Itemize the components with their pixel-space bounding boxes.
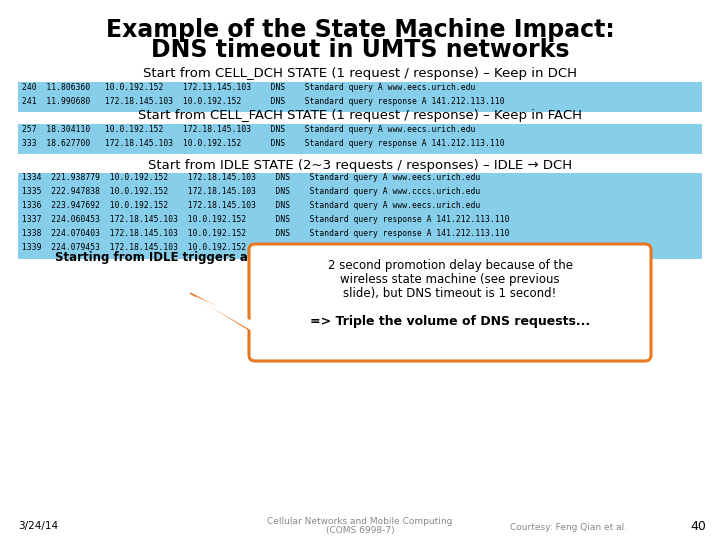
Text: Start from CELL_FACH STATE (1 request / response) – Keep in FACH: Start from CELL_FACH STATE (1 request / … — [138, 110, 582, 123]
Text: 1338  224.070403  172.18.145.103  10.0.192.152      DNS    Standard query respon: 1338 224.070403 172.18.145.103 10.0.192.… — [22, 230, 510, 239]
Text: 240  11.806360   10.0.192.152    172.13.145.103    DNS    Standard query A www.e: 240 11.806360 10.0.192.152 172.13.145.10… — [22, 83, 475, 91]
Text: 1336  223.947692  10.0.192.152    172.18.145.103    DNS    Standard query A www.: 1336 223.947692 10.0.192.152 172.18.145.… — [22, 201, 480, 211]
Text: (default is 1 sec in WinXP): (default is 1 sec in WinXP) — [345, 253, 473, 263]
Text: Cellular Networks and Mobile Computing: Cellular Networks and Mobile Computing — [267, 517, 453, 526]
Text: slide), but DNS timeout is 1 second!: slide), but DNS timeout is 1 second! — [343, 287, 557, 300]
Text: 257  18.304110   10.0.192.152    172.18.145.103    DNS    Standard query A www.e: 257 18.304110 10.0.192.152 172.18.145.10… — [22, 125, 475, 133]
Text: (COMS 6998-7): (COMS 6998-7) — [325, 526, 395, 536]
Text: 1335  222.947838  10.0.192.152    172.18.145.103    DNS    Standard query A www.: 1335 222.947838 10.0.192.152 172.18.145.… — [22, 187, 480, 197]
Text: 1334  221.938779  10.0.192.152    172.18.145.103    DNS    Standard query A www.: 1334 221.938779 10.0.192.152 172.18.145.… — [22, 173, 480, 183]
Text: 241  11.990680   172.18.145.103  10.0.192.152      DNS    Standard query respons: 241 11.990680 172.18.145.103 10.0.192.15… — [22, 97, 505, 105]
Text: Start from IDLE STATE (2~3 requests / responses) – IDLE → DCH: Start from IDLE STATE (2~3 requests / re… — [148, 159, 572, 172]
Text: => Triple the volume of DNS requests...: => Triple the volume of DNS requests... — [310, 315, 590, 328]
Text: 1337  224.060453  172.18.145.103  10.0.192.152      DNS    Standard query respon: 1337 224.060453 172.18.145.103 10.0.192.… — [22, 215, 510, 225]
Polygon shape — [190, 293, 270, 343]
Polygon shape — [195, 297, 269, 340]
Text: Start from CELL_DCH STATE (1 request / response) – Keep in DCH: Start from CELL_DCH STATE (1 request / r… — [143, 68, 577, 80]
FancyBboxPatch shape — [18, 124, 702, 154]
Text: 2 second promotion delay because of the: 2 second promotion delay because of the — [328, 260, 572, 273]
Text: Starting from IDLE triggers at least one DNS timeout: Starting from IDLE triggers at least one… — [55, 252, 407, 265]
Text: 40: 40 — [690, 519, 706, 532]
Text: DNS timeout in UMTS networks: DNS timeout in UMTS networks — [150, 38, 570, 62]
Text: 1339  224.079453  172.18.145.103  10.0.192.152      DNS    Standard query respon: 1339 224.079453 172.18.145.103 10.0.192.… — [22, 244, 510, 253]
FancyBboxPatch shape — [18, 173, 702, 259]
Text: wireless state machine (see previous: wireless state machine (see previous — [340, 273, 560, 287]
Text: 3/24/14: 3/24/14 — [18, 521, 58, 531]
FancyBboxPatch shape — [249, 244, 651, 361]
Text: Courtesy: Feng Qian et al.: Courtesy: Feng Qian et al. — [510, 523, 627, 531]
FancyBboxPatch shape — [18, 82, 702, 112]
Text: 333  18.627700   172.18.145.103  10.0.192.152      DNS    Standard query respons: 333 18.627700 172.18.145.103 10.0.192.15… — [22, 138, 505, 147]
Text: Example of the State Machine Impact:: Example of the State Machine Impact: — [106, 18, 614, 42]
